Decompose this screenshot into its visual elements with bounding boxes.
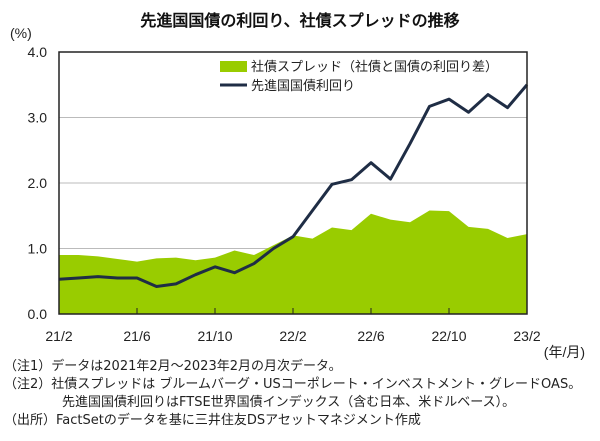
y-tick-label: 1.0 bbox=[28, 241, 48, 257]
legend: 社債スプレッド（社債と国債の利回り差） 先進国国債利回り bbox=[220, 59, 498, 94]
y-tick-label: 3.0 bbox=[28, 110, 48, 126]
x-axis-ticks: 21/2 21/6 21/10 22/2 22/6 22/10 23/2 bbox=[45, 308, 541, 344]
x-tick-label: 22/6 bbox=[357, 328, 384, 344]
x-tick-label: 22/10 bbox=[431, 328, 466, 344]
legend-swatch-spread bbox=[220, 61, 247, 72]
legend-label-spread: 社債スプレッド（社債と国債の利回り差） bbox=[251, 59, 498, 75]
series-yield-line bbox=[58, 83, 529, 288]
note-1: （注1）データは2021年2月～2023年2月の月次データ。 bbox=[4, 358, 342, 374]
x-tick-label: 22/2 bbox=[279, 328, 306, 344]
x-axis-unit: (年/月) bbox=[544, 344, 585, 360]
note-source: （出所）FactSetのデータを基に三井住友DSアセットマネジメント作成 bbox=[4, 412, 421, 428]
x-tick-label: 23/2 bbox=[513, 328, 540, 344]
y-axis-ticks: 0.0 1.0 2.0 3.0 4.0 bbox=[28, 44, 48, 322]
series-spread-area bbox=[59, 210, 527, 314]
y-axis-unit: (%) bbox=[10, 25, 32, 41]
chart-title: 先進国国債の利回り、社債スプレッドの推移 bbox=[140, 11, 459, 30]
x-tick-label: 21/2 bbox=[45, 328, 72, 344]
note-2: （注2）社債スプレッドは ブルームバーグ・USコーポレート・インベストメント・グ… bbox=[4, 376, 581, 392]
x-tick-label: 21/6 bbox=[123, 328, 150, 344]
legend-label-yield: 先進国国債利回り bbox=[251, 79, 355, 94]
note-2-cont: 先進国国債利回りはFTSE世界国債インデックス（含む日本、米ドルベース）。 bbox=[62, 394, 515, 410]
y-tick-label: 4.0 bbox=[28, 44, 48, 60]
y-tick-label: 0.0 bbox=[28, 306, 48, 322]
y-tick-label: 2.0 bbox=[28, 175, 48, 191]
x-tick-label: 21/10 bbox=[197, 328, 232, 344]
